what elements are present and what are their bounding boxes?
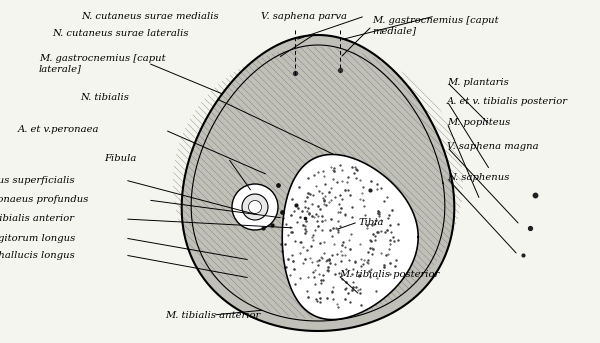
Text: A. et v.peronaea: A. et v.peronaea [17,125,99,134]
Text: V. saphena magna: V. saphena magna [447,142,539,151]
Text: M. gastrocnemius [caput
laterale]: M. gastrocnemius [caput laterale] [39,54,166,73]
Text: M. gastrocnemius [caput
mediale]: M. gastrocnemius [caput mediale] [372,16,499,35]
Text: N. peronaeus profundus: N. peronaeus profundus [0,195,89,204]
Text: M. extensor digitorum longus: M. extensor digitorum longus [0,234,75,243]
Text: N. cutaneus surae medialis: N. cutaneus surae medialis [82,12,219,21]
Text: M. tibialis anterior: M. tibialis anterior [166,311,260,320]
Text: A. et v. tibialis anterior: A. et v. tibialis anterior [0,214,75,223]
Circle shape [242,194,268,220]
Text: N. tibialis: N. tibialis [80,93,129,102]
Text: V. saphena parva: V. saphena parva [261,12,347,21]
Text: N. cutaneus surae lateralis: N. cutaneus surae lateralis [53,29,189,38]
Polygon shape [282,154,418,320]
Circle shape [248,201,262,213]
Text: N. peronaeus superficialis: N. peronaeus superficialis [0,176,75,185]
Text: Fibula: Fibula [104,154,137,163]
Text: M. plantaris: M. plantaris [447,78,509,87]
Polygon shape [182,35,454,331]
Text: M. popliteus: M. popliteus [447,118,510,127]
Text: A. et v. tibialis posterior: A. et v. tibialis posterior [447,97,568,106]
Circle shape [232,184,278,230]
Text: N. saphenus: N. saphenus [447,173,509,182]
Text: M. extensor hallucis longus: M. extensor hallucis longus [0,251,75,260]
Text: M. tibialis posterior: M. tibialis posterior [339,270,439,279]
Text: Tibia: Tibia [359,218,385,227]
